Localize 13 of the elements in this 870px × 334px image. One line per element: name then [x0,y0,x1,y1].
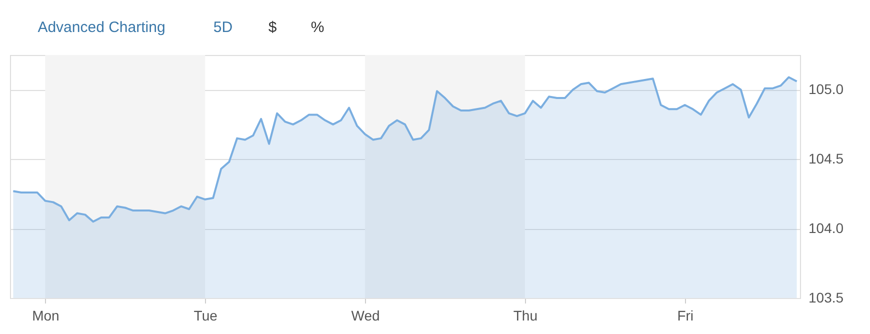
x-tick-label: Thu [513,308,538,324]
x-tick-label: Wed [351,308,380,324]
x-tick-label: Mon [32,308,60,324]
text: Advanced Charting [38,19,166,36]
text: 5D [213,19,233,36]
y-tick-label: 105.0 [808,81,844,98]
text: % [310,19,324,36]
x-tick-label: Fri [677,308,694,324]
text: $ [268,19,278,36]
y-tick-label: 104.0 [808,220,844,236]
x-tick-label: Tue [194,308,218,324]
y-tick-label: 104.5 [808,150,844,167]
y-tick-label: 103.5 [808,290,844,306]
